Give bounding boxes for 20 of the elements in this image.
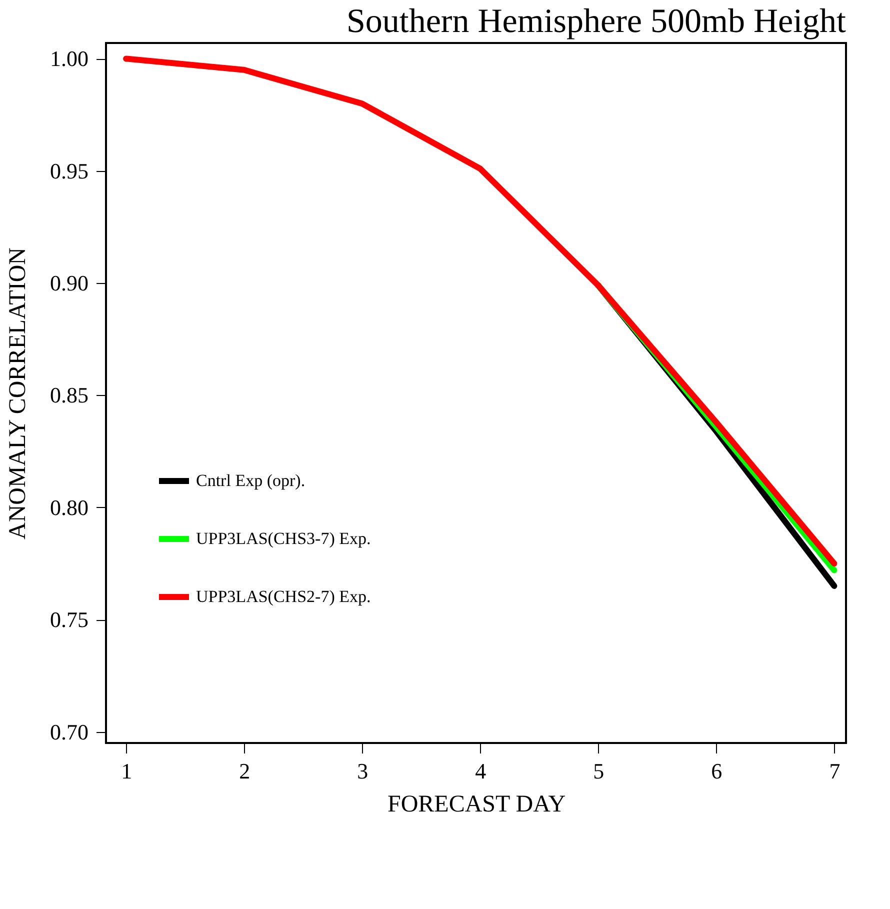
x-tick-label: 4 — [475, 758, 486, 784]
y-tick-label: 1.00 — [50, 46, 88, 72]
x-tick-label: 2 — [239, 758, 250, 784]
legend-label: UPP3LAS(CHS3-7) Exp. — [196, 529, 371, 548]
x-tick-label: 7 — [829, 758, 840, 784]
x-tick-label: 6 — [711, 758, 722, 784]
x-axis-title: FORECAST DAY — [387, 792, 566, 818]
y-tick-label: 0.90 — [50, 270, 88, 296]
legend-label: Cntrl Exp (opr). — [196, 471, 306, 490]
y-tick-label: 0.85 — [50, 382, 88, 408]
x-tick-label: 5 — [593, 758, 604, 784]
chart-title: Southern Hemisphere 500mb Height — [346, 3, 847, 40]
y-tick-label: 0.70 — [50, 719, 88, 744]
y-tick-label: 0.80 — [50, 494, 88, 520]
x-tick-label: 1 — [121, 758, 132, 784]
y-tick-label: 0.95 — [50, 158, 88, 184]
x-tick-label: 3 — [357, 758, 368, 784]
legend-label: UPP3LAS(CHS2-7) Exp. — [196, 587, 371, 606]
y-axis-title: ANOMALY CORRELATION — [5, 247, 31, 540]
y-tick-label: 0.75 — [50, 607, 88, 632]
